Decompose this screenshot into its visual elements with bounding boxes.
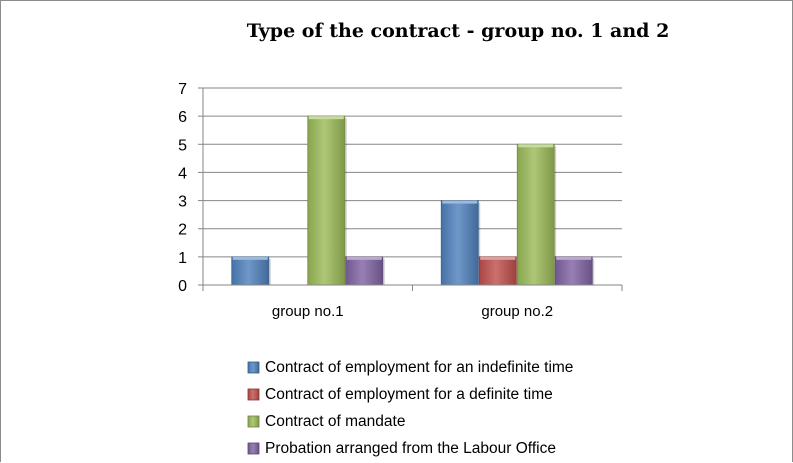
y-axis-ticks: 0 1 2 3 4 5 6 7 xyxy=(178,81,187,295)
y-tick-label: 2 xyxy=(178,222,187,239)
bar-highlight xyxy=(232,256,268,260)
bar xyxy=(307,115,346,286)
bar-highlight xyxy=(480,256,516,260)
legend-label: Probation arranged from the Labour Offic… xyxy=(265,440,556,457)
y-tick-label: 7 xyxy=(178,81,187,98)
legend-swatch xyxy=(247,415,260,428)
legend-label: Contract of employment for an indefinite… xyxy=(265,359,573,376)
y-tick-label: 4 xyxy=(178,165,187,182)
x-axis-categories: group no.1 group no.2 xyxy=(272,303,553,320)
legend-swatch xyxy=(247,442,260,455)
bar xyxy=(516,143,555,286)
legend-swatch xyxy=(247,388,260,401)
axes xyxy=(198,87,623,291)
bar xyxy=(345,256,384,286)
y-tick-label: 1 xyxy=(178,250,187,267)
bars xyxy=(231,115,595,286)
bar xyxy=(231,256,270,286)
x-category-label: group no.2 xyxy=(481,303,553,320)
bar xyxy=(440,200,479,286)
bar xyxy=(478,256,517,286)
bar-highlight xyxy=(308,116,344,120)
legend-label: Contract of mandate xyxy=(265,413,405,430)
x-category-label: group no.1 xyxy=(272,303,344,320)
legend-label: Contract of employment for a definite ti… xyxy=(265,386,553,403)
bar-highlight xyxy=(556,256,592,260)
bar-highlight xyxy=(346,256,382,260)
bar-highlight xyxy=(442,200,478,204)
legend: Contract of employment for an indefinite… xyxy=(247,359,573,457)
chart-title: Type of the contract - group no. 1 and 2 xyxy=(247,20,670,42)
y-tick-label: 0 xyxy=(178,278,187,295)
bar-highlight xyxy=(518,144,554,148)
gridlines xyxy=(203,87,622,258)
y-tick-label: 3 xyxy=(178,194,187,211)
y-tick-label: 5 xyxy=(178,137,187,154)
bar xyxy=(554,256,593,286)
y-tick-label: 6 xyxy=(178,109,187,126)
legend-swatch xyxy=(247,361,260,374)
